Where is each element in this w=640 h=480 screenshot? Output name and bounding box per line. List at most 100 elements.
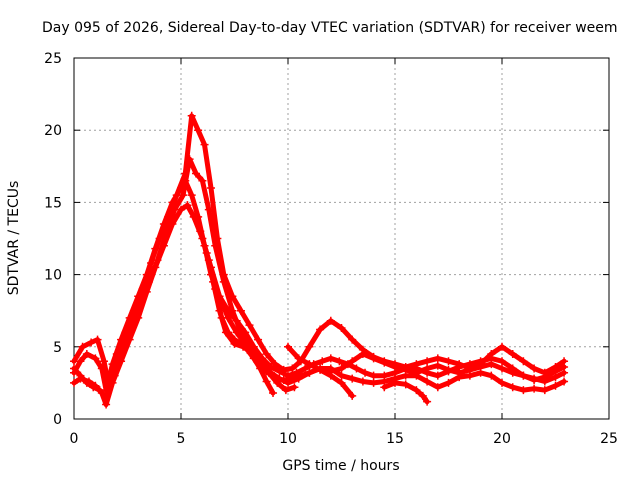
- data-point: [423, 357, 432, 366]
- data-point: [412, 368, 421, 377]
- data-point: [455, 368, 464, 377]
- x-tick-label: 0: [70, 431, 79, 447]
- data-point: [498, 342, 506, 351]
- data-point: [358, 350, 367, 359]
- data-point: [348, 391, 357, 400]
- data-point: [348, 335, 357, 344]
- data-point: [89, 383, 98, 392]
- data-point: [444, 378, 453, 387]
- y-tick-label: 15: [44, 195, 62, 211]
- data-point: [211, 241, 220, 250]
- data-point: [256, 364, 265, 373]
- data-point: [153, 256, 162, 265]
- data-point: [170, 205, 179, 214]
- y-axis: 0 5 10 15 20 25: [44, 51, 609, 428]
- series-trace-8: [380, 378, 432, 406]
- data-point: [187, 191, 196, 200]
- data-point: [433, 383, 442, 392]
- data-point: [498, 357, 506, 366]
- grid: [74, 58, 609, 419]
- data-point: [76, 371, 85, 380]
- data-point: [245, 321, 254, 330]
- data-point: [301, 364, 310, 373]
- data-point: [279, 376, 288, 385]
- x-tick-label: 5: [177, 431, 186, 447]
- data-point: [361, 368, 370, 377]
- data-point: [230, 335, 239, 344]
- data-point: [316, 325, 325, 334]
- data-point: [279, 365, 288, 374]
- series-group: [70, 111, 569, 409]
- y-tick-label: 5: [53, 340, 62, 356]
- data-point: [273, 378, 282, 387]
- data-point: [508, 368, 517, 377]
- data-point: [326, 316, 335, 325]
- data-point: [217, 313, 226, 322]
- data-point: [540, 373, 549, 382]
- data-point: [433, 371, 442, 380]
- data-point: [337, 324, 346, 333]
- data-point: [102, 400, 111, 409]
- data-point: [236, 306, 245, 315]
- data-point: [348, 374, 357, 383]
- data-point: [316, 365, 325, 374]
- data-point: [551, 367, 560, 376]
- data-point: [110, 371, 119, 380]
- data-point: [262, 350, 271, 359]
- data-point: [91, 354, 100, 363]
- y-tick-label: 10: [44, 268, 62, 284]
- data-point: [348, 357, 357, 366]
- data-point: [294, 354, 303, 363]
- data-point: [102, 393, 111, 402]
- y-tick-label: 0: [53, 412, 62, 428]
- data-point: [204, 256, 213, 265]
- data-point: [423, 377, 432, 386]
- data-point: [444, 357, 453, 366]
- data-point: [412, 360, 421, 369]
- data-point: [200, 140, 209, 149]
- data-point: [288, 374, 297, 383]
- data-point: [296, 371, 305, 380]
- data-point: [211, 285, 220, 294]
- series-line: [71, 113, 567, 386]
- data-point: [271, 360, 280, 369]
- data-point: [162, 230, 171, 239]
- data-point: [476, 363, 485, 372]
- data-point: [433, 361, 442, 370]
- data-point: [119, 345, 128, 354]
- series-trace-3: [70, 201, 569, 409]
- series-trace-2: [70, 111, 569, 387]
- data-point: [243, 345, 252, 354]
- y-tick-label: 20: [44, 123, 62, 139]
- data-point: [78, 342, 87, 351]
- series-trace-7: [284, 342, 357, 400]
- data-point: [219, 277, 228, 286]
- data-point: [191, 169, 200, 178]
- data-point: [391, 363, 399, 372]
- data-point: [189, 212, 198, 221]
- data-point: [380, 383, 389, 392]
- data-point: [70, 364, 78, 373]
- data-point: [519, 386, 528, 395]
- data-point: [369, 354, 378, 363]
- data-point: [465, 365, 474, 374]
- data-point: [326, 354, 335, 363]
- data-point: [519, 371, 528, 380]
- data-point: [281, 386, 290, 395]
- data-point: [530, 376, 539, 385]
- data-point: [423, 364, 432, 373]
- x-tick-label: 25: [600, 431, 618, 447]
- series-trace-4: [70, 155, 569, 402]
- data-point: [418, 391, 427, 400]
- data-point: [380, 358, 389, 367]
- data-point: [290, 383, 299, 392]
- data-point: [444, 365, 453, 374]
- data-point: [508, 383, 517, 392]
- data-point: [498, 364, 506, 373]
- x-axis: 0 5 10 15 20 25: [70, 58, 618, 447]
- data-point: [185, 155, 194, 164]
- data-point: [318, 357, 327, 366]
- data-point: [269, 389, 278, 398]
- data-point: [401, 365, 410, 374]
